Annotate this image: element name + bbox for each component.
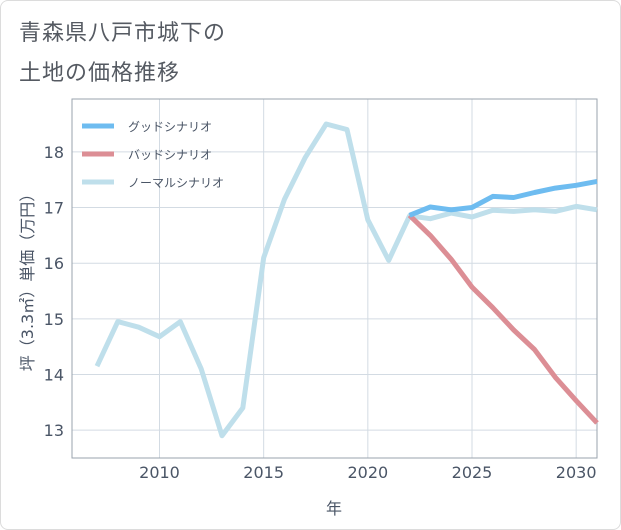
y-axis-title: 坪（3.3㎡）単価（万円） [18, 186, 37, 371]
legend-label-2: ノーマルシナリオ [128, 176, 224, 190]
series-line-2 [94, 121, 598, 439]
plot-frame [71, 98, 598, 459]
legend-label-1: バッドシナリオ [128, 148, 212, 162]
grid-lines [72, 99, 597, 458]
y-tick-label: 13 [44, 421, 64, 440]
chart-title-line2: 土地の価格推移 [19, 61, 181, 86]
y-tick-labels: 13 14 15 16 17 18 [44, 143, 64, 440]
legend-label-0: グッドシナリオ [128, 120, 212, 134]
x-tick-labels: 2010 2015 2020 2025 2030 [139, 463, 596, 482]
series-line-1 [407, 213, 599, 425]
y-tick-label: 17 [44, 199, 64, 218]
x-axis-title: 年 [326, 499, 342, 518]
x-tick-label: 2020 [347, 463, 388, 482]
series-line-0 [408, 178, 598, 218]
x-tick-label: 2025 [452, 463, 493, 482]
y-tick-label: 15 [44, 310, 64, 329]
series-lines [94, 121, 599, 439]
x-tick-label: 2010 [139, 463, 180, 482]
y-tick-label: 14 [44, 366, 64, 385]
x-tick-label: 2015 [243, 463, 284, 482]
chart-title-line1: 青森県八戸市城下の [19, 21, 227, 46]
x-tick-label: 2030 [556, 463, 597, 482]
y-tick-label: 16 [44, 254, 64, 273]
y-tick-label: 18 [44, 143, 64, 162]
